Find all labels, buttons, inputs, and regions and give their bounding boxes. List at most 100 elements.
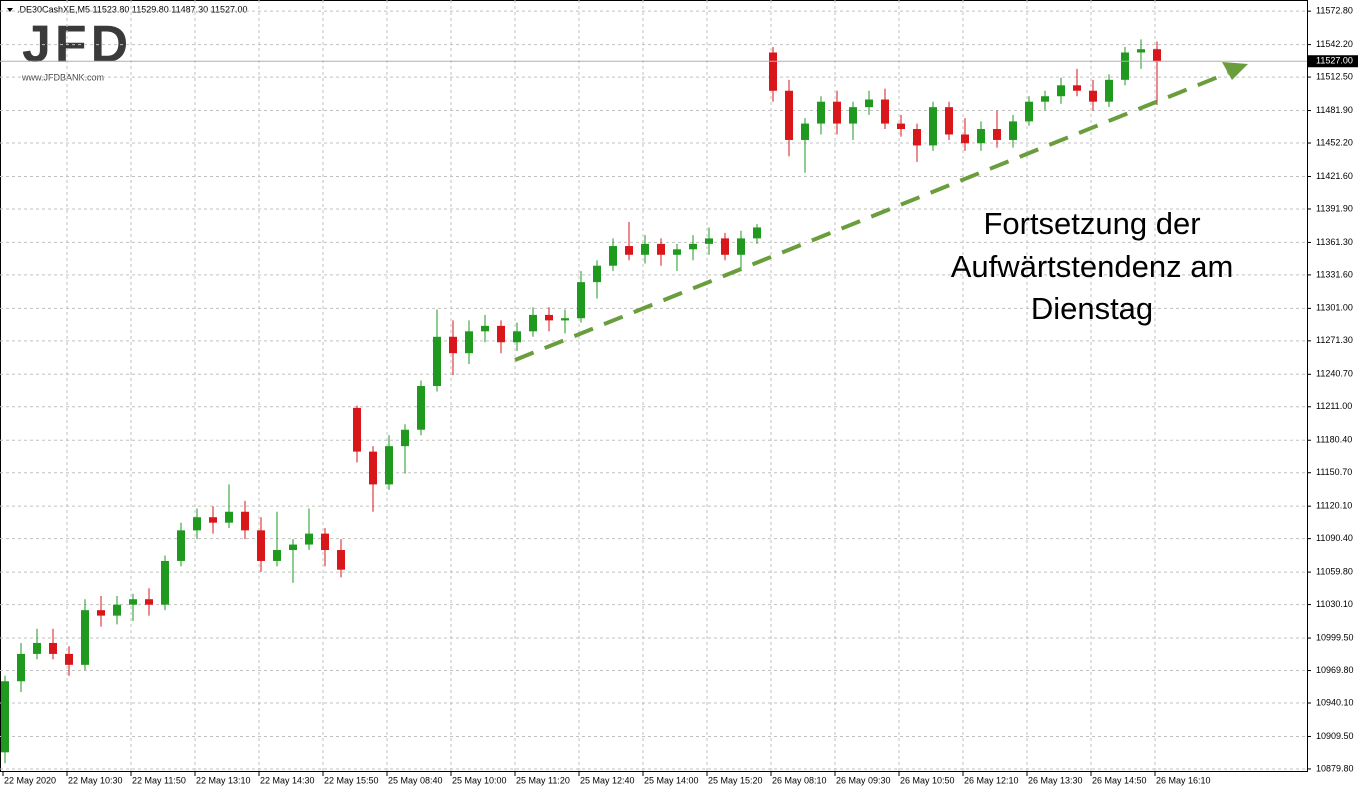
candle-body [993, 129, 1001, 140]
candle-body [1089, 90, 1097, 102]
candle-body [897, 123, 905, 130]
candle-body [17, 653, 25, 682]
x-tick-label: 25 May 14:00 [644, 775, 699, 785]
candle-body [113, 604, 121, 616]
candle-body [689, 243, 697, 250]
x-tick-label: 22 May 13:10 [196, 775, 251, 785]
candle-body [129, 599, 137, 605]
x-tick-label: 26 May 08:10 [772, 775, 827, 785]
y-tick-label: 11271.30 [1316, 335, 1353, 345]
candle-body [945, 107, 953, 135]
candle-body [545, 314, 553, 321]
trend-arrow [514, 71, 1229, 362]
x-tick-label: 22 May 15:50 [324, 775, 379, 785]
candle-body [65, 653, 73, 665]
x-tick-label: 26 May 10:50 [900, 775, 955, 785]
y-tick-label: 10999.50 [1316, 632, 1354, 642]
x-tick-label: 25 May 11:20 [516, 775, 570, 785]
candle-body [433, 336, 441, 386]
candle-body [1105, 79, 1113, 102]
candle-body [33, 642, 41, 654]
y-tick-label: 10969.80 [1316, 665, 1354, 675]
x-tick-label: 26 May 09:30 [836, 775, 891, 785]
candle-body [225, 511, 233, 523]
plot-frame [0, 0, 1308, 772]
y-tick-label: 11572.80 [1316, 6, 1353, 16]
candle-body [625, 246, 633, 255]
candle-body [209, 517, 217, 523]
x-tick-label: 26 May 14:50 [1092, 775, 1147, 785]
candle-body [1025, 101, 1033, 122]
candle-body [977, 129, 985, 144]
candle-body [145, 599, 153, 605]
candle-body [177, 530, 185, 561]
candle-body [513, 331, 521, 343]
candle-body [657, 243, 665, 255]
y-tick-label: 11301.00 [1316, 303, 1353, 313]
x-tick-label: 22 May 14:30 [260, 775, 315, 785]
candle-body [465, 331, 473, 354]
annotation: Aufwärtstendenz am [951, 249, 1234, 284]
price-label: 11527.00 [1316, 56, 1353, 66]
candle-body [817, 101, 825, 124]
y-tick-label: 11180.40 [1316, 435, 1352, 445]
candle-body [769, 52, 777, 91]
candle-body [257, 530, 265, 561]
candle-body [529, 314, 537, 332]
candle-body [673, 249, 681, 255]
candle-body [1073, 85, 1081, 91]
x-tick-label: 22 May 2020 [4, 775, 56, 785]
candle-body [1041, 96, 1049, 102]
candle-body [833, 101, 841, 124]
y-tick-label: 11120.10 [1316, 501, 1352, 511]
candle-body [241, 511, 249, 531]
arrow-head [1222, 62, 1248, 80]
y-tick-label: 11542.20 [1316, 39, 1353, 49]
candle-body [1, 681, 9, 753]
candle-body [1153, 49, 1161, 62]
candle-body [1009, 121, 1017, 140]
candle-body [449, 336, 457, 354]
y-tick-label: 11361.30 [1316, 237, 1353, 247]
candle-body [849, 107, 857, 124]
candle-body [881, 99, 889, 124]
candle-body [609, 246, 617, 266]
x-tick-label: 22 May 10:30 [68, 775, 123, 785]
candle-body [785, 90, 793, 140]
candle-body [369, 451, 377, 485]
x-tick-label: 25 May 12:40 [580, 775, 635, 785]
annotation: Dienstag [1031, 291, 1153, 326]
candle-body [961, 134, 969, 144]
candle-body [497, 325, 505, 343]
y-tick-label: 11240.70 [1316, 369, 1353, 379]
y-tick-label: 11059.80 [1316, 566, 1353, 576]
candle-body [929, 107, 937, 146]
candle-body [417, 386, 425, 430]
candle-body [801, 123, 809, 140]
annotation: Fortsetzung der [983, 206, 1200, 241]
candles [1, 39, 1161, 764]
x-tick-label: 25 May 10:00 [452, 775, 507, 785]
y-tick-label: 11331.60 [1316, 269, 1353, 279]
candle-body [273, 550, 281, 561]
y-tick-label: 10940.10 [1316, 697, 1354, 707]
candle-body [401, 429, 409, 447]
y-tick-label: 11030.10 [1316, 599, 1353, 609]
y-tick-label: 11452.20 [1316, 137, 1353, 147]
candle-body [577, 282, 585, 319]
x-tick-label: 22 May 11:50 [132, 775, 186, 785]
candle-body [321, 533, 329, 551]
candle-body [337, 550, 345, 570]
candle-body [641, 243, 649, 255]
y-tick-label: 11421.60 [1316, 171, 1353, 181]
y-tick-label: 11481.90 [1316, 105, 1353, 115]
y-tick-label: 11391.90 [1316, 203, 1353, 213]
menu-arrow [7, 8, 13, 12]
y-tick-label: 11090.40 [1316, 533, 1353, 543]
x-tick-label: 26 May 16:10 [1156, 775, 1211, 785]
candle-body [737, 238, 745, 255]
x-tick-label: 26 May 12:10 [964, 775, 1019, 785]
x-tick-label: 25 May 15:20 [708, 775, 763, 785]
candle-body [913, 129, 921, 146]
